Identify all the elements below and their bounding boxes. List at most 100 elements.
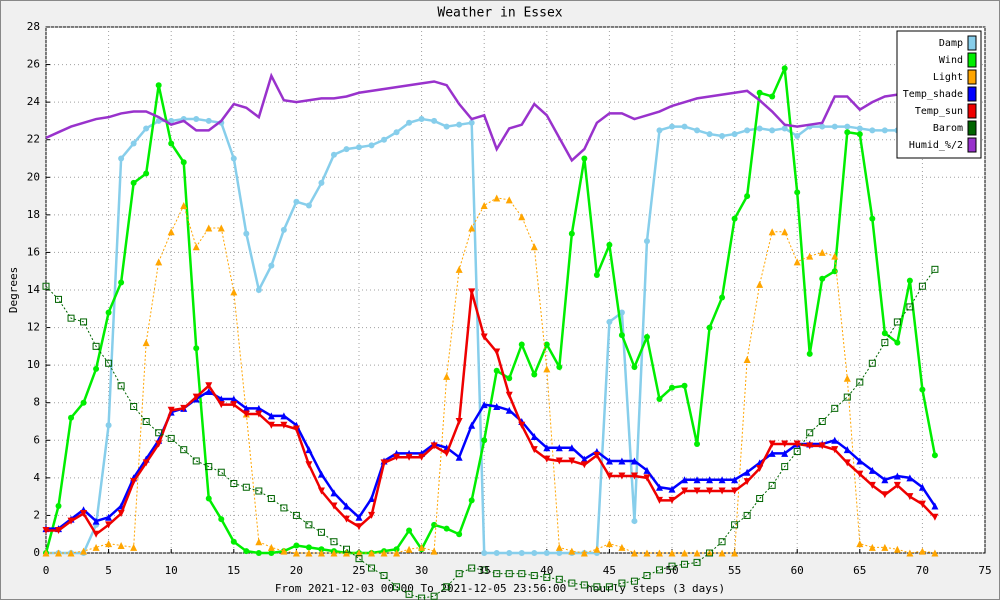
point <box>443 372 451 380</box>
point <box>894 339 901 346</box>
point <box>931 502 939 510</box>
point <box>505 391 513 399</box>
point <box>455 570 463 578</box>
x-tick-label: 50 <box>665 564 678 577</box>
x-tick-label: 20 <box>290 564 303 577</box>
point <box>406 119 413 126</box>
x-tick-label: 60 <box>791 564 804 577</box>
point <box>142 459 150 467</box>
point <box>843 459 851 467</box>
point <box>668 496 676 504</box>
point <box>243 548 250 555</box>
point <box>80 399 87 406</box>
point <box>706 487 714 495</box>
point <box>781 440 789 448</box>
point <box>605 540 613 548</box>
point <box>342 502 350 510</box>
point <box>781 449 789 457</box>
point <box>769 127 776 134</box>
point <box>242 404 250 412</box>
point <box>918 547 926 555</box>
point <box>906 549 914 557</box>
point <box>67 549 75 557</box>
point <box>555 543 563 551</box>
legend-label: Humid_%/2 <box>909 140 963 151</box>
point <box>743 356 751 364</box>
point <box>317 470 325 478</box>
point <box>405 545 413 553</box>
point <box>92 342 100 350</box>
point <box>105 359 113 367</box>
point <box>293 198 300 205</box>
point <box>430 442 438 450</box>
point <box>568 547 576 555</box>
point <box>856 540 864 548</box>
point <box>267 495 275 503</box>
point <box>893 545 901 553</box>
point <box>605 457 613 465</box>
point <box>481 550 488 556</box>
x-tick-label: 5 <box>105 564 112 577</box>
point <box>881 491 889 499</box>
point <box>818 248 826 256</box>
point <box>130 543 138 551</box>
point <box>318 546 325 553</box>
point <box>793 258 801 266</box>
point <box>468 119 475 126</box>
point <box>355 549 363 557</box>
point <box>405 590 413 598</box>
point <box>706 549 714 557</box>
point <box>543 444 551 452</box>
legend-swatch <box>967 137 977 153</box>
y-tick-label: 16 <box>27 245 40 258</box>
point <box>818 418 826 425</box>
point <box>230 401 238 409</box>
point <box>55 503 62 510</box>
point <box>806 350 813 357</box>
point <box>305 202 312 209</box>
legend-swatch <box>967 52 977 68</box>
point <box>92 530 100 538</box>
point <box>230 395 238 403</box>
point <box>819 275 826 282</box>
point <box>393 129 400 136</box>
point <box>931 513 939 521</box>
point <box>418 453 426 461</box>
point <box>593 545 601 553</box>
point <box>155 440 163 448</box>
point <box>731 487 739 495</box>
x-tick-label: 65 <box>853 564 866 577</box>
y-tick-label: 12 <box>27 321 40 334</box>
point <box>305 549 313 557</box>
point <box>593 451 601 459</box>
point <box>531 550 538 556</box>
point <box>230 479 238 487</box>
point <box>844 129 851 136</box>
point <box>205 387 213 395</box>
point <box>180 159 187 166</box>
point <box>192 243 200 251</box>
point <box>217 224 225 232</box>
point <box>42 549 50 557</box>
point <box>68 414 75 421</box>
legend-swatch <box>967 35 977 51</box>
point <box>93 365 100 372</box>
point <box>781 125 788 132</box>
point <box>205 224 213 232</box>
series-line <box>46 291 936 537</box>
point <box>793 448 801 456</box>
point <box>305 521 313 529</box>
point <box>530 243 538 251</box>
point <box>806 429 814 437</box>
point <box>317 528 325 536</box>
point <box>744 127 751 134</box>
point <box>368 495 376 503</box>
point <box>242 483 250 491</box>
point <box>631 364 638 371</box>
point <box>205 495 212 502</box>
point <box>242 410 250 418</box>
point <box>118 279 125 286</box>
point <box>255 538 263 546</box>
point <box>731 215 738 222</box>
